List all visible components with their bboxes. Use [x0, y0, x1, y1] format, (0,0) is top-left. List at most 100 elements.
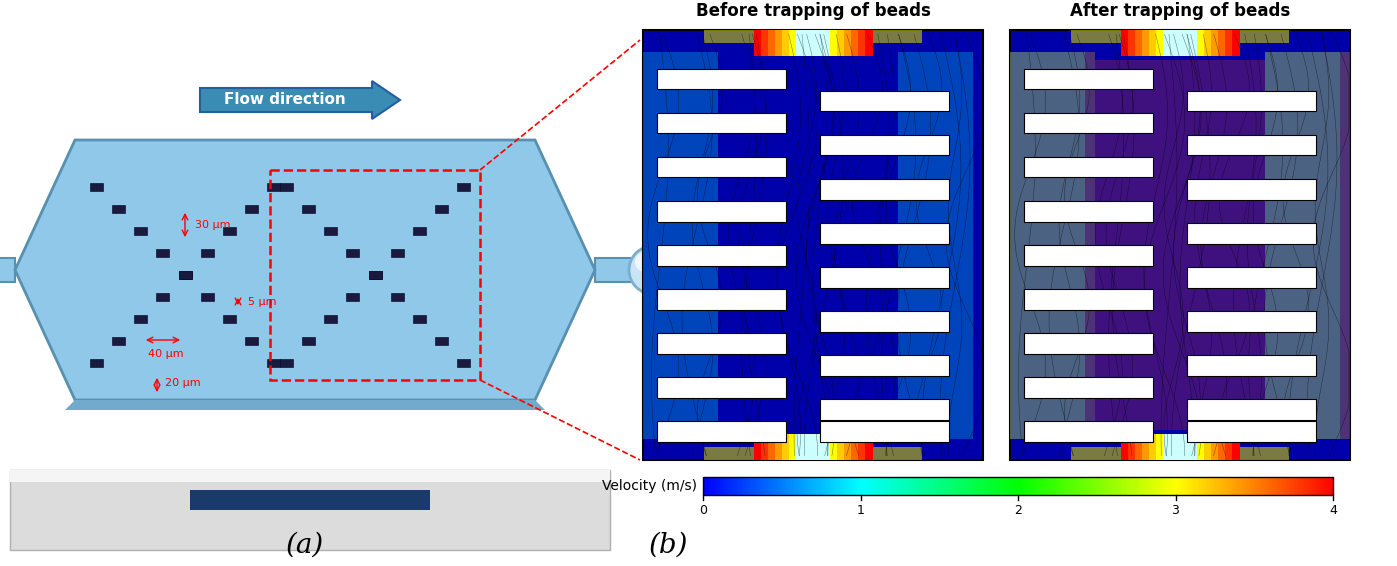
Bar: [657, 333, 785, 354]
Bar: [1260, 477, 1261, 495]
Bar: [1257, 477, 1260, 495]
Bar: [1266, 52, 1340, 439]
Bar: [1187, 421, 1316, 442]
Bar: [434, 337, 448, 345]
Bar: [1220, 477, 1222, 495]
Bar: [1098, 477, 1101, 495]
Bar: [1056, 477, 1059, 495]
Bar: [1169, 477, 1172, 495]
Bar: [718, 477, 721, 495]
Bar: [1095, 60, 1266, 430]
Bar: [724, 477, 726, 495]
Bar: [918, 477, 919, 495]
Bar: [302, 205, 316, 213]
Text: 4: 4: [1329, 504, 1337, 517]
Bar: [940, 477, 943, 495]
Bar: [898, 477, 901, 495]
Bar: [1248, 477, 1249, 495]
Bar: [244, 205, 258, 213]
Bar: [1187, 179, 1316, 200]
Bar: [833, 477, 835, 495]
Bar: [1274, 477, 1277, 495]
Bar: [324, 227, 337, 235]
Bar: [1187, 311, 1316, 332]
Bar: [894, 477, 897, 495]
Bar: [795, 477, 798, 495]
Bar: [1302, 477, 1305, 495]
Bar: [926, 477, 928, 495]
Bar: [1087, 477, 1090, 495]
Bar: [914, 477, 915, 495]
Bar: [1011, 477, 1014, 495]
Bar: [1073, 477, 1076, 495]
Bar: [1291, 477, 1294, 495]
Bar: [1171, 477, 1173, 495]
Circle shape: [636, 252, 655, 272]
Bar: [270, 170, 481, 380]
Bar: [960, 477, 961, 495]
Bar: [1039, 477, 1042, 495]
Bar: [1256, 477, 1257, 495]
Bar: [726, 477, 729, 495]
Bar: [944, 477, 947, 495]
Bar: [1003, 477, 1006, 495]
Bar: [749, 477, 752, 495]
Bar: [1120, 434, 1239, 460]
Bar: [134, 315, 147, 323]
Bar: [1320, 477, 1323, 495]
Bar: [1182, 477, 1185, 495]
Bar: [1127, 434, 1232, 460]
Bar: [1266, 477, 1268, 495]
Bar: [1085, 477, 1088, 495]
Bar: [1053, 477, 1056, 495]
Bar: [1278, 477, 1281, 495]
Bar: [935, 477, 936, 495]
Bar: [1236, 477, 1239, 495]
Bar: [1024, 289, 1153, 310]
Bar: [1106, 477, 1109, 495]
Bar: [865, 477, 868, 495]
Bar: [820, 421, 949, 442]
Bar: [1024, 113, 1153, 134]
Bar: [1222, 477, 1224, 495]
Bar: [391, 293, 404, 301]
Bar: [757, 477, 760, 495]
Bar: [1031, 477, 1034, 495]
Bar: [1010, 52, 1085, 439]
Bar: [782, 477, 785, 495]
Bar: [1299, 477, 1302, 495]
Bar: [781, 477, 784, 495]
Bar: [1129, 477, 1132, 495]
Bar: [949, 477, 951, 495]
Bar: [823, 477, 826, 495]
Bar: [222, 227, 236, 235]
Bar: [1289, 477, 1291, 495]
Bar: [775, 30, 851, 56]
Bar: [412, 315, 426, 323]
Bar: [1192, 477, 1194, 495]
Bar: [1081, 477, 1084, 495]
Bar: [1316, 477, 1319, 495]
Bar: [888, 477, 890, 495]
Bar: [735, 477, 738, 495]
Bar: [156, 293, 169, 301]
Bar: [816, 477, 819, 495]
Text: (a): (a): [286, 531, 324, 559]
Bar: [1277, 477, 1278, 495]
Bar: [989, 477, 992, 495]
Bar: [796, 434, 830, 460]
Bar: [923, 477, 926, 495]
Bar: [707, 477, 710, 495]
Bar: [1120, 477, 1123, 495]
Bar: [936, 477, 939, 495]
Bar: [1150, 434, 1211, 460]
Bar: [1099, 477, 1102, 495]
Bar: [1028, 477, 1031, 495]
Bar: [1045, 477, 1048, 495]
Bar: [657, 377, 785, 398]
Bar: [840, 477, 842, 495]
Bar: [1282, 477, 1285, 495]
Bar: [1091, 477, 1094, 495]
Bar: [882, 477, 884, 495]
Text: 3: 3: [1172, 504, 1179, 517]
